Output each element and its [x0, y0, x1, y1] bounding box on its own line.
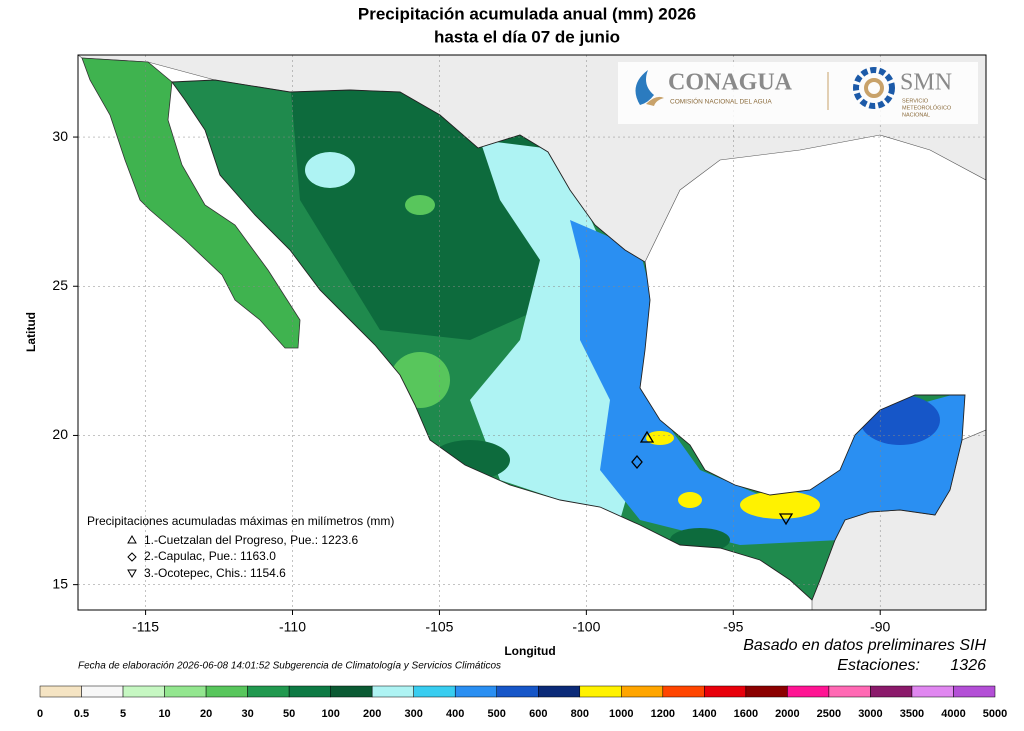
y-tick-label: 15 [52, 575, 68, 591]
station-marker [631, 454, 643, 470]
colorbar-box [413, 685, 456, 698]
x-axis-label: Longitud [504, 644, 555, 658]
colorbar-label: 1400 [692, 708, 716, 720]
colorbar-box [164, 685, 207, 698]
smn-icon [853, 67, 895, 109]
colorbar-box [745, 685, 788, 698]
smn-subtitle: SERVICIO [902, 98, 929, 104]
stations-count: 1326 [950, 657, 986, 674]
colorbar-box [787, 685, 830, 698]
colorbar-label: 2000 [775, 708, 799, 720]
logos: CONAGUA COMISIÓN NACIONAL DEL AGUA SMN S… [618, 62, 978, 124]
x-tick-label: -95 [723, 619, 743, 635]
station-entry: 2.-Capulac, Pue.: 1163.0 [144, 549, 276, 563]
colorbar-label: 5000 [983, 708, 1007, 720]
smn-icon-inner [864, 78, 884, 98]
colorbar-box [122, 685, 165, 698]
conagua-icon-accent [646, 96, 664, 106]
colorbar-box [205, 685, 248, 698]
colorbar-label: 30 [241, 708, 253, 720]
x-tick-label: -105 [425, 619, 453, 635]
date-note: Fecha de elaboración 2026-06-08 14:01:52… [78, 661, 501, 672]
colorbar-box [247, 685, 290, 698]
smn-subtitle: METEOROLÓGICO [902, 104, 952, 111]
colorbar-box [330, 685, 373, 698]
conagua-subtitle: COMISIÓN NACIONAL DEL AGUA [670, 97, 772, 106]
colorbar-label: 500 [488, 708, 506, 720]
colorbar-label: 200 [363, 708, 381, 720]
stations-label: Estaciones: [837, 657, 920, 674]
map-area [78, 55, 986, 610]
y-tick-label: 30 [52, 128, 68, 144]
station-marker [639, 430, 655, 443]
y-tick-label: 20 [52, 426, 68, 442]
colorbar-box [288, 685, 331, 698]
colorbar-label: 5 [120, 708, 126, 720]
colorbar-label: 800 [571, 708, 589, 720]
colorbar-label: 10 [158, 708, 170, 720]
colorbar: 0 0.5 5 10 20 30 50 100 200 300 400 500 600 800 1000 12… [37, 685, 1007, 720]
conagua-icon [635, 70, 654, 105]
plot-frame [77, 54, 987, 611]
colorbar-box [911, 685, 954, 698]
subtitle: hasta el día 07 de junio [434, 27, 620, 46]
colorbar-box [454, 685, 497, 698]
x-tick-label: -100 [572, 619, 600, 635]
grid [78, 55, 986, 610]
colorbar-label: 300 [405, 708, 423, 720]
colorbar-box [39, 685, 82, 698]
colorbar-box [704, 685, 747, 698]
x-tick-label: -115 [132, 619, 159, 635]
colorbar-label: 100 [321, 708, 339, 720]
colorbar-label: 0 [37, 708, 43, 720]
x-tick-label: -110 [279, 619, 306, 635]
colorbar-box [496, 685, 539, 698]
colorbar-label: 50 [283, 708, 295, 720]
colorbar-label: 2500 [817, 708, 841, 720]
colorbar-box [81, 685, 124, 698]
colorbar-label: 1600 [734, 708, 758, 720]
station-entry: 1.-Cuetzalan del Progreso, Pue.: 1223.6 [144, 533, 358, 547]
colorbar-label: 3500 [900, 708, 924, 720]
legend-marker [127, 552, 137, 562]
source-note: Basado en datos preliminares SIH [743, 637, 986, 654]
mexico-border [171, 79, 966, 601]
baja-california [81, 57, 301, 349]
stations-title: Precipitaciones acumuladas máximas en mi… [87, 514, 394, 528]
colorbar-box [579, 685, 622, 698]
colorbar-box [621, 685, 664, 698]
colorbar-label: 400 [446, 708, 464, 720]
x-tick-label: -90 [870, 619, 890, 635]
colorbar-label: 20 [200, 708, 212, 720]
colorbar-label: 1000 [609, 708, 633, 720]
conagua-logo: CONAGUA [668, 70, 793, 96]
colorbar-label: 600 [529, 708, 547, 720]
colorbar-box [662, 685, 705, 698]
colorbar-label: 3000 [858, 708, 882, 720]
smn-subtitle: NACIONAL [902, 112, 930, 118]
colorbar-box [371, 685, 414, 698]
title: Precipitación acumulada anual (mm) 2026 [358, 4, 696, 23]
y-tick-label: 25 [52, 277, 68, 293]
colorbar-label: 4000 [941, 708, 965, 720]
colorbar-label: 0.5 [74, 708, 89, 720]
colorbar-box [870, 685, 913, 698]
legend-marker [127, 534, 137, 544]
logo-background [618, 62, 978, 124]
colorbar-box [828, 685, 871, 698]
colorbar-box [538, 685, 581, 698]
colorbar-label: 1200 [651, 708, 675, 720]
smn-logo: SMN [900, 70, 952, 96]
colorbar-box [953, 685, 996, 698]
station-entry: 3.-Ocotepec, Chis.: 1154.6 [144, 566, 286, 580]
legend-marker [127, 569, 137, 579]
y-axis-label: Latitud [24, 312, 38, 352]
station-marker [778, 513, 794, 526]
